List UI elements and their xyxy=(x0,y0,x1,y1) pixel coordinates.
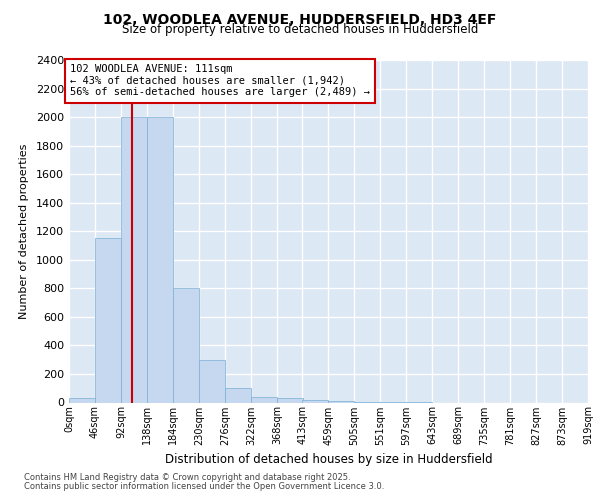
Bar xyxy=(95,238,121,402)
Bar xyxy=(302,400,328,402)
Bar xyxy=(328,401,354,402)
Bar xyxy=(121,117,147,403)
Y-axis label: Number of detached properties: Number of detached properties xyxy=(19,144,29,319)
Bar xyxy=(199,360,225,403)
Bar xyxy=(69,398,95,402)
Text: 102 WOODLEA AVENUE: 111sqm
← 43% of detached houses are smaller (1,942)
56% of s: 102 WOODLEA AVENUE: 111sqm ← 43% of deta… xyxy=(70,64,370,98)
Bar xyxy=(173,288,199,403)
Text: Size of property relative to detached houses in Huddersfield: Size of property relative to detached ho… xyxy=(122,22,478,36)
X-axis label: Distribution of detached houses by size in Huddersfield: Distribution of detached houses by size … xyxy=(164,453,493,466)
Text: 102, WOODLEA AVENUE, HUDDERSFIELD, HD3 4EF: 102, WOODLEA AVENUE, HUDDERSFIELD, HD3 4… xyxy=(103,12,497,26)
Bar xyxy=(147,117,173,403)
Text: Contains HM Land Registry data © Crown copyright and database right 2025.: Contains HM Land Registry data © Crown c… xyxy=(24,473,350,482)
Bar xyxy=(277,398,303,402)
Text: Contains public sector information licensed under the Open Government Licence 3.: Contains public sector information licen… xyxy=(24,482,385,491)
Bar xyxy=(251,397,277,402)
Bar xyxy=(225,388,251,402)
